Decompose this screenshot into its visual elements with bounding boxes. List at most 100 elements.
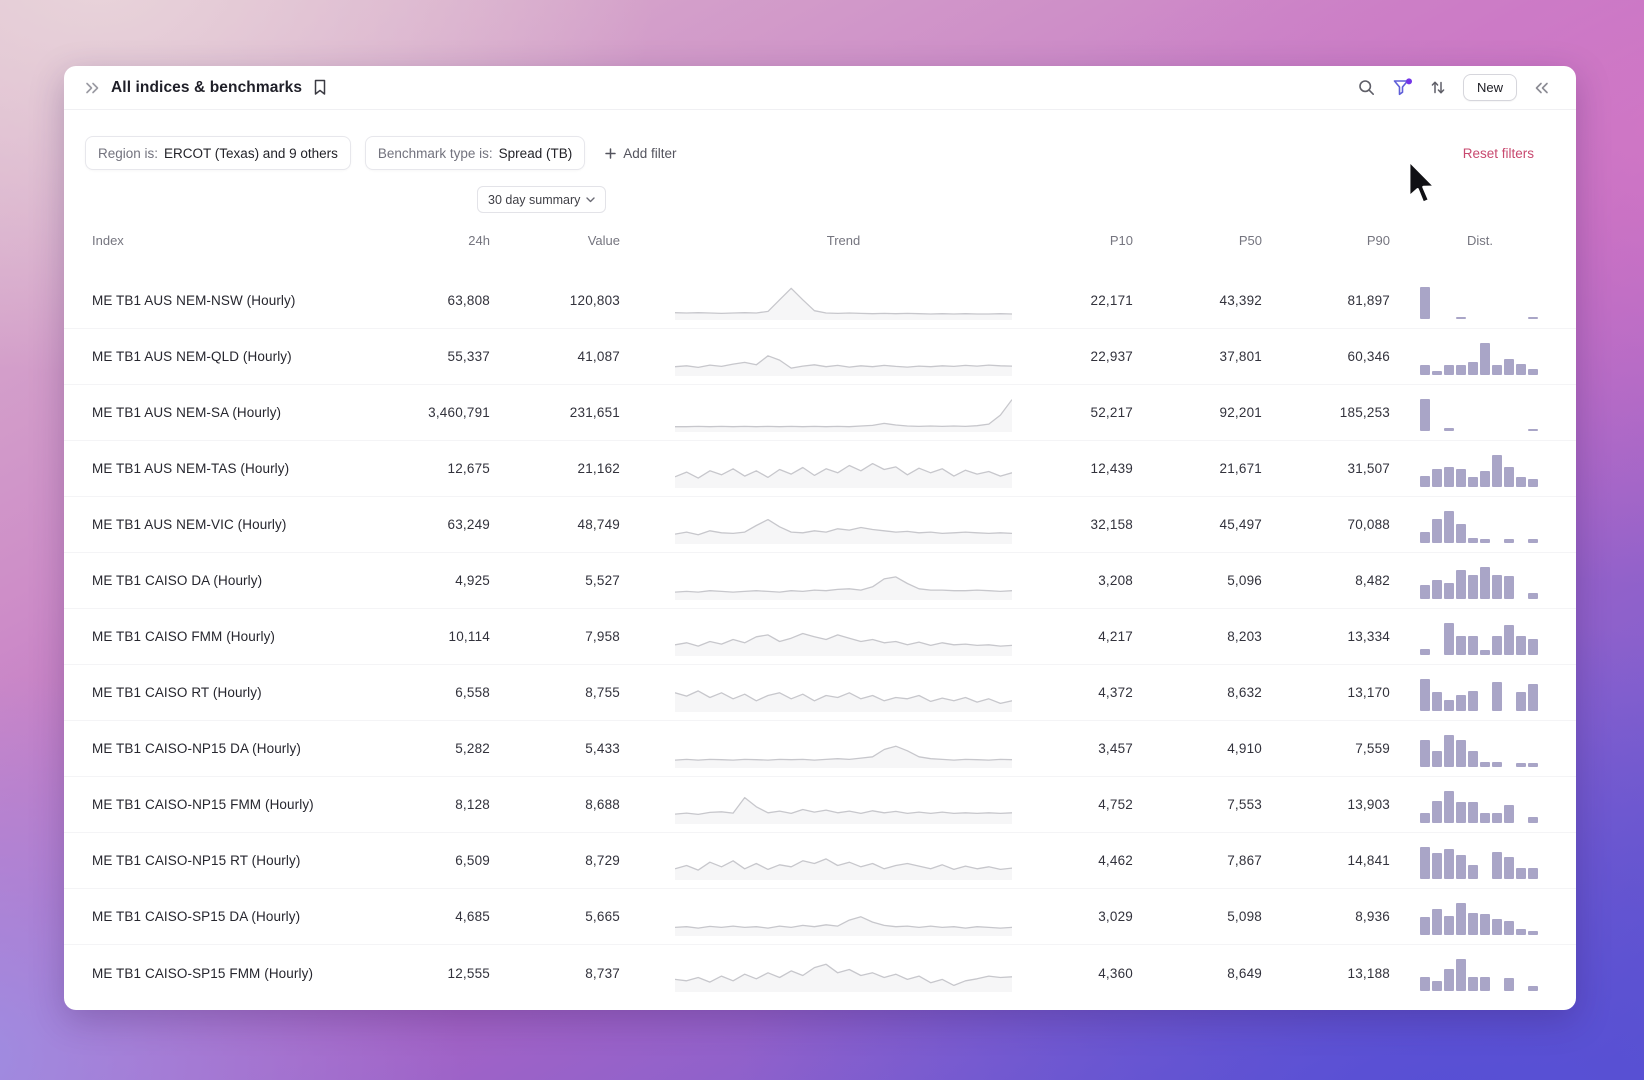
- value-value: 8,688: [585, 797, 620, 812]
- trend-sparkline: [674, 617, 1013, 657]
- p50-value: 5,096: [1227, 573, 1262, 588]
- table-row[interactable]: ME TB1 CAISO FMM (Hourly) 10,114 7,958 4,21…: [64, 609, 1576, 665]
- table-row[interactable]: ME TB1 AUS NEM-VIC (Hourly) 63,249 48,749 3…: [64, 497, 1576, 553]
- dist-histogram: [1420, 563, 1540, 599]
- p50-value: 5,098: [1227, 909, 1262, 924]
- expand-sidebar-icon[interactable]: [85, 81, 100, 95]
- col-p90[interactable]: P90: [1366, 232, 1390, 248]
- h24-value: 8,128: [455, 797, 490, 812]
- p90-value: 60,346: [1347, 349, 1390, 364]
- h24-value: 6,509: [455, 853, 490, 868]
- index-name: ME TB1 CAISO-SP15 DA (Hourly): [92, 909, 301, 924]
- p50-value: 21,671: [1219, 461, 1262, 476]
- p10-value: 22,937: [1090, 349, 1133, 364]
- table-row[interactable]: ME TB1 CAISO RT (Hourly) 6,558 8,755 4,372 8…: [64, 665, 1576, 721]
- table-row[interactable]: ME TB1 CAISO-NP15 DA (Hourly) 5,282 5,433 3…: [64, 721, 1576, 777]
- add-filter-label: Add filter: [623, 145, 677, 161]
- p90-value: 13,188: [1347, 965, 1390, 981]
- p90-value: 13,903: [1347, 797, 1390, 812]
- summary-period-dropdown[interactable]: 30 day summary: [477, 186, 607, 213]
- filter-chip-benchmark-type[interactable]: Benchmark type is: Spread (TB): [364, 136, 586, 170]
- p50-value: 45,497: [1219, 517, 1262, 532]
- col-dist[interactable]: Dist.: [1467, 232, 1493, 248]
- value-value: 21,162: [577, 461, 620, 476]
- value-value: 5,433: [585, 741, 620, 756]
- p10-value: 3,029: [1098, 909, 1133, 924]
- summary-row: 30 day summary: [64, 186, 1576, 213]
- trend-sparkline: [674, 897, 1013, 937]
- table-row[interactable]: ME TB1 CAISO-SP15 FMM (Hourly) 12,555 8,73…: [64, 945, 1576, 1001]
- dist-histogram: [1420, 899, 1540, 935]
- p50-value: 92,201: [1219, 405, 1262, 420]
- col-value[interactable]: Value: [587, 232, 620, 248]
- table-row[interactable]: ME TB1 CAISO DA (Hourly) 4,925 5,527 3,208 5…: [64, 553, 1576, 609]
- trend-sparkline: [674, 449, 1013, 489]
- page-title: All indices & benchmarks: [111, 78, 303, 96]
- reset-filters-button[interactable]: Reset filters: [1457, 145, 1540, 162]
- h24-value: 10,114: [448, 629, 490, 644]
- p90-value: 13,334: [1347, 629, 1390, 644]
- p90-value: 13,170: [1347, 685, 1390, 700]
- value-value: 231,651: [569, 405, 620, 420]
- p90-value: 8,936: [1355, 909, 1390, 924]
- h24-value: 3,460,791: [428, 405, 490, 420]
- trend-sparkline: [674, 729, 1013, 769]
- sort-icon[interactable]: [1430, 79, 1446, 96]
- p10-value: 32,158: [1090, 517, 1133, 532]
- h24-value: 12,675: [447, 461, 490, 476]
- value-value: 5,665: [585, 909, 620, 924]
- table-header: Index 24h Value Trend P10 P50 P90 Dist.: [64, 227, 1576, 253]
- index-name: ME TB1 AUS NEM-NSW (Hourly): [92, 293, 296, 308]
- col-p10[interactable]: P10: [1109, 232, 1133, 248]
- table-row[interactable]: ME TB1 CAISO-NP15 RT (Hourly) 6,509 8,729 4…: [64, 833, 1576, 889]
- new-button[interactable]: New: [1462, 74, 1517, 101]
- index-name: ME TB1 AUS NEM-TAS (Hourly): [92, 461, 290, 476]
- table-row[interactable]: ME TB1 CAISO-SP15 DA (Hourly) 4,685 5,665 3…: [64, 889, 1576, 945]
- p10-value: 4,360: [1098, 965, 1133, 981]
- index-name: ME TB1 CAISO FMM (Hourly): [92, 629, 276, 644]
- value-value: 8,729: [585, 853, 620, 868]
- bookmark-icon[interactable]: [313, 79, 327, 96]
- filter-row: Region is: ERCOT (Texas) and 9 others Be…: [64, 136, 1576, 170]
- p10-value: 4,462: [1098, 853, 1133, 868]
- col-trend[interactable]: Trend: [826, 232, 861, 248]
- search-icon[interactable]: [1358, 79, 1375, 96]
- index-name: ME TB1 AUS NEM-VIC (Hourly): [92, 517, 287, 532]
- value-value: 48,749: [577, 517, 620, 532]
- trend-sparkline: [674, 841, 1013, 881]
- trend-sparkline: [674, 281, 1013, 321]
- p10-value: 3,208: [1098, 573, 1133, 588]
- add-filter-button[interactable]: Add filter: [599, 145, 682, 162]
- p10-value: 52,217: [1090, 405, 1133, 420]
- p90-value: 31,507: [1347, 461, 1390, 476]
- col-index[interactable]: Index: [92, 232, 124, 248]
- table-row[interactable]: ME TB1 AUS NEM-QLD (Hourly) 55,337 41,087 2…: [64, 329, 1576, 385]
- p90-value: 185,253: [1339, 405, 1390, 420]
- trend-sparkline: [674, 561, 1013, 601]
- dist-histogram: [1420, 451, 1540, 487]
- p50-value: 8,632: [1227, 685, 1262, 700]
- index-name: ME TB1 AUS NEM-QLD (Hourly): [92, 349, 292, 364]
- dist-histogram: [1420, 731, 1540, 767]
- filter-chip-region[interactable]: Region is: ERCOT (Texas) and 9 others: [85, 136, 351, 170]
- table-row[interactable]: ME TB1 AUS NEM-TAS (Hourly) 12,675 21,162 1…: [64, 441, 1576, 497]
- header-actions: New: [1358, 74, 1550, 101]
- value-value: 7,958: [585, 629, 620, 644]
- p10-value: 4,752: [1098, 797, 1133, 812]
- p10-value: 22,171: [1090, 293, 1133, 308]
- dist-histogram: [1420, 787, 1540, 823]
- dist-histogram: [1420, 843, 1540, 879]
- filter-icon[interactable]: [1392, 78, 1413, 97]
- table-row[interactable]: ME TB1 AUS NEM-NSW (Hourly) 63,808 120,803…: [64, 273, 1576, 329]
- table-row[interactable]: ME TB1 AUS NEM-SA (Hourly) 3,460,791 231,6…: [64, 385, 1576, 441]
- p50-value: 37,801: [1219, 349, 1262, 364]
- col-p50[interactable]: P50: [1238, 232, 1262, 248]
- summary-period-label: 30 day summary: [488, 192, 581, 207]
- h24-value: 63,249: [447, 517, 490, 532]
- value-value: 120,803: [569, 293, 620, 308]
- collapse-panel-icon[interactable]: [1534, 81, 1550, 95]
- h24-value: 63,808: [447, 293, 490, 308]
- index-name: ME TB1 CAISO-NP15 FMM (Hourly): [92, 797, 314, 812]
- col-24h[interactable]: 24h: [468, 232, 490, 248]
- table-row[interactable]: ME TB1 CAISO-NP15 FMM (Hourly) 8,128 8,688…: [64, 777, 1576, 833]
